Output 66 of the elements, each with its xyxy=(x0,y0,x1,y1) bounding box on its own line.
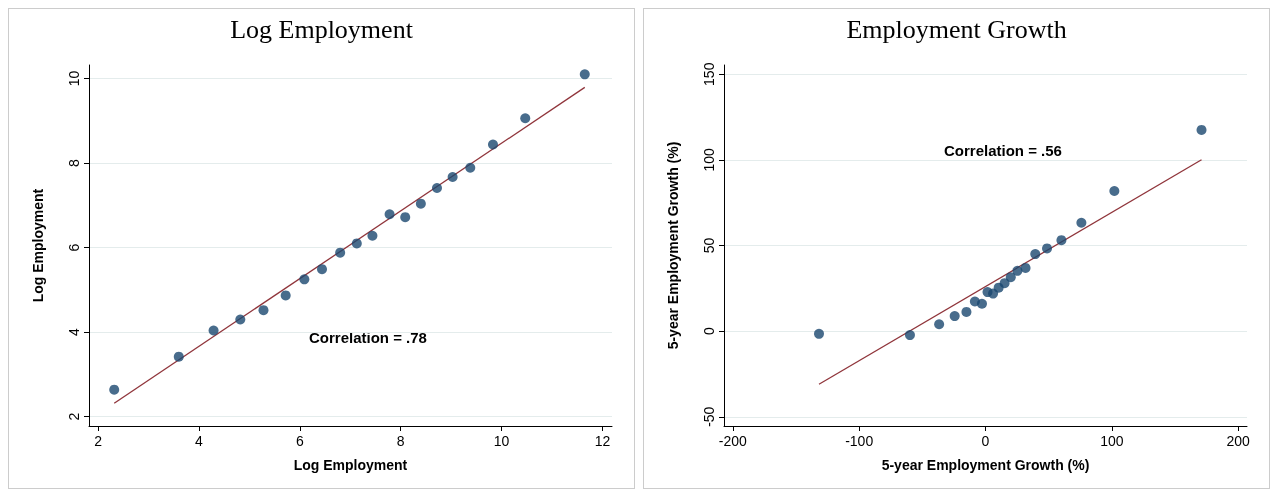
point xyxy=(1196,124,1207,135)
point xyxy=(384,209,395,220)
point xyxy=(447,172,458,183)
x-tick-label: 0 xyxy=(981,433,990,449)
point xyxy=(280,290,291,301)
point xyxy=(814,328,824,339)
y-axis-title: 5-year Employment Growth (%) xyxy=(665,141,681,350)
point xyxy=(367,230,378,241)
y-tick-label: 6 xyxy=(66,243,82,252)
point xyxy=(1012,265,1023,276)
point xyxy=(1030,249,1041,260)
point xyxy=(1005,272,1016,283)
point xyxy=(299,274,310,285)
point xyxy=(109,384,120,395)
x-tick-label: 100 xyxy=(1100,433,1124,449)
point xyxy=(415,198,426,209)
chart-title: Log Employment xyxy=(230,14,414,44)
point xyxy=(317,264,327,275)
x-tick-label: 200 xyxy=(1226,433,1251,449)
point xyxy=(949,311,960,322)
y-axis-title: Log Employment xyxy=(30,188,46,303)
point xyxy=(1056,235,1067,246)
x-tick-label: 4 xyxy=(195,433,204,449)
point xyxy=(1076,217,1087,228)
point xyxy=(208,325,219,336)
x-tick-label: -200 xyxy=(718,433,748,449)
chart-title: Employment Growth xyxy=(846,14,1067,44)
point xyxy=(487,139,498,150)
point xyxy=(465,162,476,173)
point xyxy=(335,247,346,258)
point xyxy=(934,319,945,330)
point xyxy=(579,69,590,80)
y-tick-label: 100 xyxy=(701,147,717,172)
y-tick-label: 50 xyxy=(701,237,717,254)
point xyxy=(999,278,1010,289)
y-tick-label: 150 xyxy=(701,62,717,86)
point xyxy=(988,288,999,299)
y-tick-label: 4 xyxy=(66,328,82,337)
point xyxy=(235,314,246,325)
point xyxy=(400,212,411,223)
point xyxy=(520,113,531,124)
annotation: Correlation = .56 xyxy=(944,142,1062,160)
x-tick-label: 12 xyxy=(594,433,611,449)
point xyxy=(1109,186,1120,197)
point xyxy=(258,305,269,316)
point xyxy=(904,330,915,341)
x-tick-label: 2 xyxy=(94,433,103,449)
point xyxy=(432,183,442,194)
y-tick-label: -50 xyxy=(701,406,717,427)
y-tick-label: 2 xyxy=(66,412,82,421)
point xyxy=(1042,243,1053,254)
point xyxy=(173,351,184,362)
x-tick-label: 10 xyxy=(493,433,510,449)
x-tick-label: 8 xyxy=(396,433,405,449)
y-tick-label: 10 xyxy=(66,70,82,87)
point xyxy=(1020,262,1031,273)
x-tick-label: 6 xyxy=(295,433,304,449)
x-axis-title: 5-year Employment Growth (%) xyxy=(881,457,1090,473)
annotation: Correlation = .78 xyxy=(309,328,427,346)
point xyxy=(351,238,362,249)
x-axis-title: Log Employment xyxy=(293,457,408,473)
point xyxy=(961,306,972,317)
x-tick-label: -100 xyxy=(845,433,874,449)
y-tick-label: 8 xyxy=(66,158,82,167)
point xyxy=(976,298,987,309)
y-tick-label: 0 xyxy=(701,327,717,336)
